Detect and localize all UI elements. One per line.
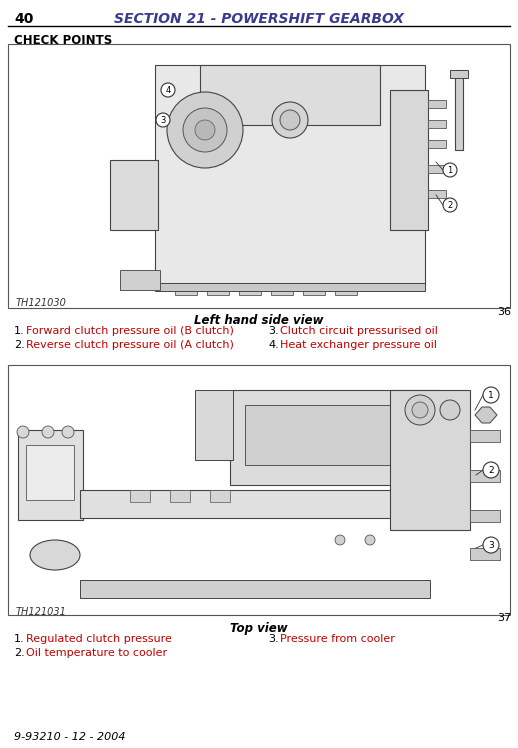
Text: 2.: 2.	[14, 340, 25, 350]
Bar	[200, 65, 380, 125]
Bar	[175, 285, 197, 295]
Circle shape	[17, 426, 29, 438]
Bar	[470, 548, 500, 560]
Circle shape	[156, 113, 170, 127]
Bar	[428, 190, 446, 198]
Bar	[428, 140, 446, 148]
Circle shape	[195, 120, 215, 140]
Bar	[428, 100, 446, 108]
Circle shape	[365, 535, 375, 545]
Circle shape	[42, 426, 54, 438]
Text: 1.: 1.	[14, 634, 25, 644]
Bar	[390, 90, 428, 230]
Text: 2: 2	[448, 200, 453, 209]
Bar	[245, 405, 420, 465]
Circle shape	[483, 387, 499, 403]
Bar	[80, 580, 430, 598]
Text: 1: 1	[488, 390, 494, 399]
Bar	[450, 70, 468, 78]
Bar	[195, 390, 233, 460]
Bar	[210, 490, 230, 502]
Text: 9-93210 - 12 - 2004: 9-93210 - 12 - 2004	[14, 732, 125, 742]
Text: Pressure from cooler: Pressure from cooler	[280, 634, 395, 644]
Bar	[230, 390, 440, 485]
Text: 36: 36	[497, 307, 511, 317]
Text: 3.: 3.	[268, 634, 279, 644]
Text: TH121031: TH121031	[16, 607, 67, 617]
Circle shape	[62, 426, 74, 438]
Circle shape	[161, 83, 175, 97]
Bar	[120, 270, 160, 290]
Bar	[390, 390, 470, 530]
Text: 2.: 2.	[14, 648, 25, 658]
Bar	[428, 165, 446, 173]
Ellipse shape	[30, 540, 80, 570]
Text: Oil temperature to cooler: Oil temperature to cooler	[26, 648, 167, 658]
Text: 37: 37	[497, 613, 511, 623]
Bar	[303, 285, 325, 295]
Text: Forward clutch pressure oil (B clutch): Forward clutch pressure oil (B clutch)	[26, 326, 234, 336]
Bar	[455, 70, 463, 150]
Circle shape	[272, 102, 308, 138]
Text: Reverse clutch pressure oil (A clutch): Reverse clutch pressure oil (A clutch)	[26, 340, 234, 350]
Text: 3.: 3.	[268, 326, 279, 336]
Text: SECTION 21 - POWERSHIFT GEARBOX: SECTION 21 - POWERSHIFT GEARBOX	[114, 12, 404, 26]
Bar	[470, 430, 500, 442]
Bar	[26, 445, 74, 500]
Bar	[271, 285, 293, 295]
Circle shape	[443, 198, 457, 212]
Circle shape	[440, 400, 460, 420]
Circle shape	[443, 163, 457, 177]
Bar	[470, 510, 500, 522]
Text: Clutch circuit pressurised oil: Clutch circuit pressurised oil	[280, 326, 438, 336]
Circle shape	[405, 395, 435, 425]
Text: TH121030: TH121030	[16, 298, 67, 308]
Bar	[470, 470, 500, 482]
Bar	[18, 430, 83, 520]
Text: 3: 3	[160, 115, 166, 124]
Text: 2: 2	[488, 465, 494, 474]
Bar	[80, 490, 430, 518]
Circle shape	[183, 108, 227, 152]
Text: Top view: Top view	[230, 622, 288, 635]
Text: Regulated clutch pressure: Regulated clutch pressure	[26, 634, 172, 644]
Bar	[110, 160, 158, 230]
Bar	[130, 490, 150, 502]
Text: Left hand side view: Left hand side view	[194, 314, 324, 327]
Circle shape	[483, 537, 499, 553]
Text: Heat exchanger pressure oil: Heat exchanger pressure oil	[280, 340, 437, 350]
Text: 4: 4	[165, 85, 170, 94]
Bar	[155, 283, 425, 291]
Circle shape	[280, 110, 300, 130]
Circle shape	[412, 402, 428, 418]
Bar	[428, 120, 446, 128]
Circle shape	[483, 462, 499, 478]
Bar	[8, 365, 510, 615]
Text: 1.: 1.	[14, 326, 25, 336]
Bar	[8, 44, 510, 308]
Bar	[155, 65, 425, 285]
Polygon shape	[475, 407, 497, 423]
Text: CHECK POINTS: CHECK POINTS	[14, 34, 112, 47]
Text: 40: 40	[14, 12, 33, 26]
Bar	[170, 490, 190, 502]
Text: 3: 3	[488, 541, 494, 550]
Bar	[335, 285, 357, 295]
Bar	[207, 285, 229, 295]
Circle shape	[335, 535, 345, 545]
Bar	[239, 285, 261, 295]
Text: 4.: 4.	[268, 340, 279, 350]
Circle shape	[167, 92, 243, 168]
Text: 1: 1	[448, 165, 453, 174]
